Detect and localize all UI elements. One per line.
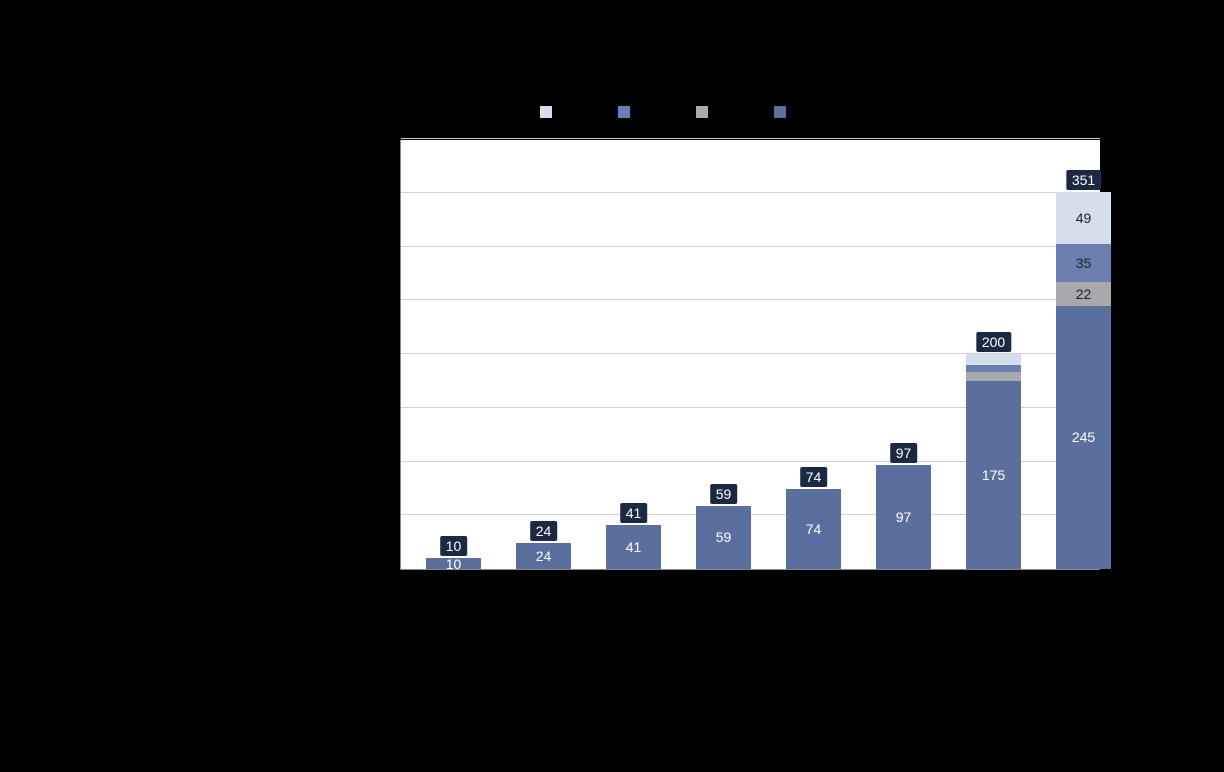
bar-column: 175200 bbox=[966, 354, 1021, 569]
bar-segment-value: 97 bbox=[876, 509, 931, 525]
bar-segment: 175 bbox=[966, 381, 1021, 569]
bar-column: 2424 bbox=[516, 543, 571, 569]
bar-segment-value: 41 bbox=[606, 539, 661, 555]
legend-swatch bbox=[618, 106, 630, 118]
legend-item bbox=[774, 106, 792, 118]
bar-segment-value: 245 bbox=[1056, 429, 1111, 445]
bar-segment: 49 bbox=[1056, 192, 1111, 245]
bar-segment: 41 bbox=[606, 525, 661, 569]
bar-segment-value: 74 bbox=[786, 521, 841, 537]
bar-total-badge: 10 bbox=[440, 536, 468, 556]
bar-column: 9797 bbox=[876, 465, 931, 569]
gridline bbox=[401, 246, 1100, 247]
legend-item bbox=[618, 106, 636, 118]
bar-segment: 35 bbox=[1056, 244, 1111, 282]
bar-total-badge: 351 bbox=[1066, 170, 1101, 190]
bar-total-badge: 200 bbox=[976, 332, 1011, 352]
legend-item bbox=[540, 106, 558, 118]
bar-segment-value: 49 bbox=[1056, 210, 1111, 226]
bar-segment-value: 10 bbox=[426, 556, 481, 572]
gridline bbox=[401, 192, 1100, 193]
bar-total-badge: 59 bbox=[710, 484, 738, 504]
bar-segment-value: 24 bbox=[516, 548, 571, 564]
bar-segment bbox=[966, 365, 1021, 373]
bar-segment-value: 59 bbox=[696, 529, 751, 545]
bar-column: 245223549351 bbox=[1056, 192, 1111, 569]
legend-item bbox=[696, 106, 714, 118]
bar-segment-value: 175 bbox=[966, 467, 1021, 483]
bar-segment-value: 35 bbox=[1056, 255, 1111, 271]
bar-segment bbox=[966, 354, 1021, 365]
bar-column: 1010 bbox=[426, 558, 481, 569]
bar-segment: 59 bbox=[696, 506, 751, 569]
bar-column: 4141 bbox=[606, 525, 661, 569]
chart-legend bbox=[540, 106, 792, 118]
legend-swatch bbox=[540, 106, 552, 118]
bar-segment: 245 bbox=[1056, 306, 1111, 569]
bar-column: 7474 bbox=[786, 489, 841, 569]
bar-total-badge: 24 bbox=[530, 521, 558, 541]
legend-swatch bbox=[696, 106, 708, 118]
bar-total-badge: 74 bbox=[800, 467, 828, 487]
gridline bbox=[401, 299, 1100, 300]
gridline bbox=[401, 138, 1100, 139]
legend-swatch bbox=[774, 106, 786, 118]
plot-area: 1010242441415959747497971752002452235493… bbox=[400, 140, 1100, 570]
bar-segment: 24 bbox=[516, 543, 571, 569]
bar-total-badge: 41 bbox=[620, 503, 648, 523]
bar-segment: 10 bbox=[426, 558, 481, 569]
bar-segment: 22 bbox=[1056, 282, 1111, 306]
bar-column: 5959 bbox=[696, 506, 751, 569]
bar-segment: 97 bbox=[876, 465, 931, 569]
bar-segment-value: 22 bbox=[1056, 286, 1111, 302]
bar-segment: 74 bbox=[786, 489, 841, 569]
bar-segment bbox=[966, 372, 1021, 381]
revenue-stacked-bar-chart: 1010242441415959747497971752002452235493… bbox=[400, 140, 1100, 570]
bar-total-badge: 97 bbox=[890, 443, 918, 463]
